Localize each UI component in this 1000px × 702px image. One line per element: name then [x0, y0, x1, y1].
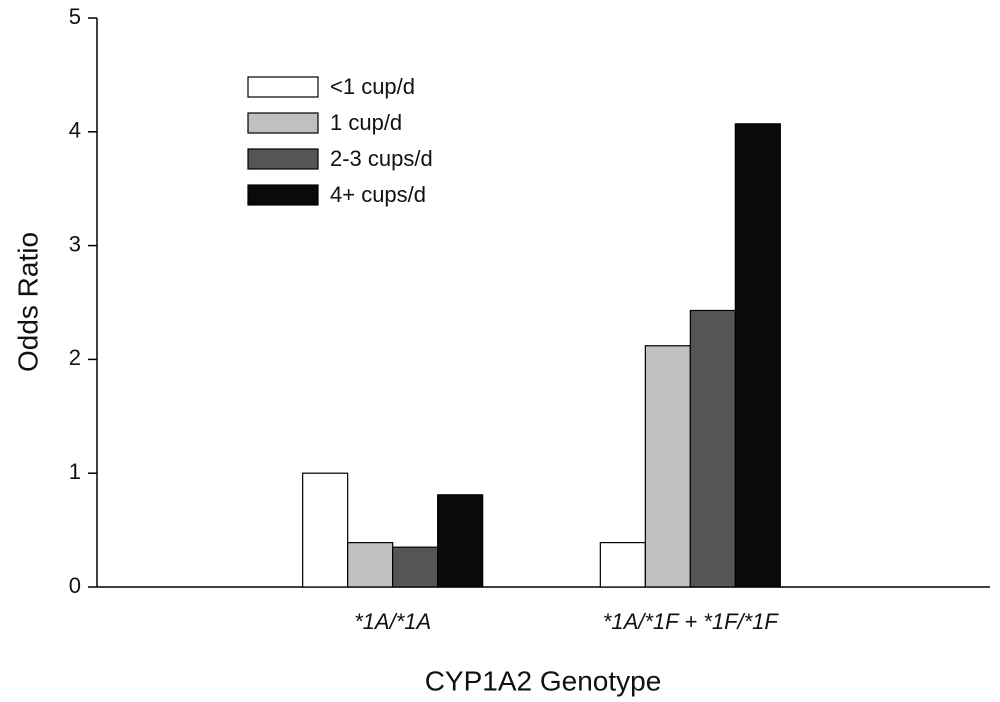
y-tick-label: 3	[69, 231, 81, 256]
x-axis-title: CYP1A2 Genotype	[425, 665, 662, 696]
legend-swatch	[247, 112, 319, 134]
bar	[302, 472, 349, 588]
y-tick-label: 2	[69, 345, 81, 370]
x-tick-label: *1A/*1F + *1F/*1F	[603, 609, 780, 634]
y-tick-label: 4	[69, 118, 81, 143]
bar	[347, 542, 394, 588]
y-tick-label: 5	[69, 4, 81, 29]
legend-swatch	[247, 148, 319, 170]
bar	[689, 309, 736, 588]
legend-swatch	[247, 184, 319, 206]
legend-label: 4+ cups/d	[330, 182, 426, 207]
legend-label: 2-3 cups/d	[330, 146, 433, 171]
legend-label: <1 cup/d	[330, 74, 415, 99]
bar	[437, 494, 484, 588]
bar	[734, 123, 781, 588]
y-axis-title: Odds Ratio	[12, 232, 43, 372]
bar	[599, 542, 646, 588]
bar	[392, 546, 439, 588]
x-tick-label: *1A/*1A	[354, 609, 431, 634]
y-tick-label: 1	[69, 459, 81, 484]
y-tick-label: 0	[69, 573, 81, 598]
legend-swatch	[247, 76, 319, 98]
bar	[644, 345, 691, 588]
legend-label: 1 cup/d	[330, 110, 402, 135]
